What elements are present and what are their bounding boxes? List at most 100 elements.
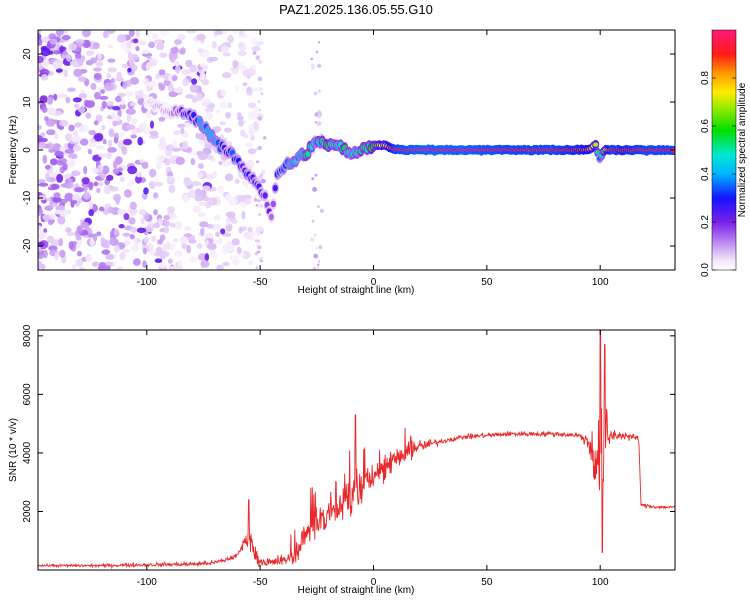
spectrogram-noise-blob bbox=[313, 266, 316, 270]
snr-data bbox=[38, 330, 675, 570]
spectrogram-noise-blob bbox=[125, 91, 134, 97]
spectrogram-noise-blob bbox=[142, 247, 147, 255]
spectrogram-noise-blob bbox=[144, 30, 152, 36]
spectrogram-noise-blob bbox=[129, 234, 135, 240]
spectrogram-noise-blob bbox=[129, 207, 138, 216]
spectrogram-noise-blob bbox=[65, 96, 71, 104]
spectrogram-noise-blob bbox=[111, 112, 116, 120]
spectrogram-noise-blob bbox=[59, 153, 64, 158]
spectrogram-noise-blob bbox=[196, 33, 206, 41]
spectrogram-noise-blob bbox=[196, 243, 203, 250]
spectrogram-x-label: Height of straight line (km) bbox=[298, 285, 415, 296]
spectrogram-ridge-point bbox=[305, 150, 311, 157]
snr-y-tick-label: 8000 bbox=[22, 324, 33, 347]
spectrogram-noise-blob bbox=[182, 193, 190, 203]
spectrogram-noise-blob bbox=[257, 76, 263, 82]
spectrogram-noise-blob bbox=[226, 37, 232, 42]
spectrogram-noise-blob bbox=[118, 224, 125, 229]
spectrogram-noise-blob bbox=[53, 50, 61, 55]
spectrogram-noise-blob bbox=[49, 158, 58, 166]
spectrogram-noise-blob bbox=[166, 241, 171, 251]
spectrogram-noise-blob bbox=[101, 249, 111, 255]
spectrogram-noise-blob bbox=[47, 219, 54, 226]
spectrogram-noise-blob bbox=[61, 54, 66, 59]
spectrogram-noise-blob bbox=[205, 173, 215, 180]
spectrogram-noise-blob bbox=[250, 37, 258, 46]
spectrogram-noise-blob bbox=[90, 57, 98, 64]
spectrogram-y-ticks: -20 -10 0 10 20 bbox=[22, 48, 675, 253]
spectrogram-noise-blob bbox=[232, 30, 238, 36]
spectrogram-noise-blob bbox=[227, 102, 233, 109]
colorbar-tick-label: 0.4 bbox=[700, 167, 711, 181]
snr-x-tick-label: 50 bbox=[481, 577, 493, 588]
spectrogram-noise-blob bbox=[97, 53, 102, 60]
spectrogram-x-ticks: -100 -50 0 50 100 bbox=[137, 30, 609, 288]
spectrogram-noise-blob bbox=[107, 67, 117, 73]
spectrogram-noise-blob bbox=[115, 196, 120, 205]
colorbar-gradient bbox=[711, 29, 737, 271]
spectrogram-noise-blob bbox=[317, 41, 321, 44]
spectrogram-noise-blob bbox=[117, 108, 122, 118]
spectrogram-noise-blob bbox=[133, 38, 139, 44]
spectrogram-noise-blob bbox=[92, 261, 99, 267]
spectrogram-noise-blob bbox=[217, 185, 225, 194]
spectrogram-noise-blob bbox=[312, 186, 318, 192]
spectrogram-noise-blob bbox=[255, 266, 259, 269]
spectrogram-noise-blob bbox=[46, 96, 54, 105]
spectrogram-noise-blob bbox=[46, 235, 55, 243]
spectrogram-x-tick-label: 0 bbox=[371, 277, 377, 288]
spectrogram-noise-blob bbox=[222, 247, 228, 256]
spectrogram-noise-blob bbox=[122, 232, 131, 237]
spectrogram-noise-blob bbox=[181, 69, 191, 76]
spectrogram-noise-blob bbox=[71, 200, 78, 204]
spectrogram-noise-blob bbox=[103, 30, 108, 39]
spectrogram-noise-blob bbox=[140, 217, 145, 224]
spectrogram-noise-blob bbox=[55, 68, 63, 73]
spectrogram-noise-blob bbox=[93, 72, 102, 80]
spectrogram-noise-blob bbox=[259, 203, 264, 208]
snr-y-tick-label: 4000 bbox=[22, 441, 33, 464]
spectrogram-noise-blob bbox=[61, 35, 71, 40]
spectrogram-noise-blob bbox=[174, 38, 182, 45]
spectrogram-noise-blob bbox=[215, 231, 220, 238]
spectrogram-noise-blob bbox=[260, 92, 264, 96]
spectrogram-noise-blob bbox=[198, 212, 206, 218]
spectrogram-noise-blob bbox=[200, 260, 210, 268]
spectrogram-noise-blob bbox=[63, 69, 68, 78]
spectrogram-noise-blob bbox=[246, 91, 253, 96]
spectrogram-noise-blob bbox=[192, 205, 201, 213]
spectrogram-noise-blob bbox=[311, 219, 315, 223]
spectrogram-noise-blob bbox=[119, 103, 127, 110]
spectrogram-noise-blob bbox=[234, 85, 240, 92]
spectrogram-noise-blob bbox=[200, 227, 205, 237]
spectrogram-data bbox=[38, 30, 675, 270]
spectrogram-noise-blob bbox=[220, 45, 230, 53]
spectrogram-noise-blob bbox=[151, 32, 159, 40]
spectrogram-noise-blob bbox=[38, 208, 44, 216]
spectrogram-noise-blob bbox=[222, 72, 232, 79]
spectrogram-noise-blob bbox=[76, 225, 83, 235]
spectrogram-noise-blob bbox=[68, 124, 75, 132]
spectrogram-noise-blob bbox=[148, 181, 156, 189]
spectrogram-noise-blob bbox=[165, 149, 172, 157]
spectrogram-noise-blob bbox=[128, 217, 136, 225]
spectrogram-noise-blob bbox=[64, 133, 73, 142]
spectrogram-noise-blob bbox=[44, 116, 49, 122]
spectrogram-noise-blob bbox=[76, 239, 83, 245]
spectrogram-noise-blob bbox=[95, 61, 104, 67]
spectrogram-noise-blob bbox=[96, 231, 102, 237]
spectrogram-noise-blob bbox=[311, 67, 314, 70]
spectrogram-noise-blob bbox=[119, 176, 125, 182]
spectrogram-noise-blob bbox=[107, 44, 113, 49]
spectrogram-noise-blob bbox=[44, 205, 54, 211]
spectrogram-noise-blob bbox=[78, 267, 86, 270]
spectrogram-noise-blob bbox=[149, 168, 157, 178]
spectrogram-noise-blob bbox=[38, 179, 46, 184]
spectrogram-noise-blob bbox=[53, 192, 60, 198]
spectrogram-noise-blob bbox=[100, 237, 106, 243]
spectrogram-noise-blob bbox=[180, 127, 185, 135]
spectrogram-noise-blob bbox=[194, 194, 204, 202]
spectrogram-noise-blob bbox=[112, 120, 118, 127]
spectrogram-noise-blob bbox=[115, 156, 123, 165]
